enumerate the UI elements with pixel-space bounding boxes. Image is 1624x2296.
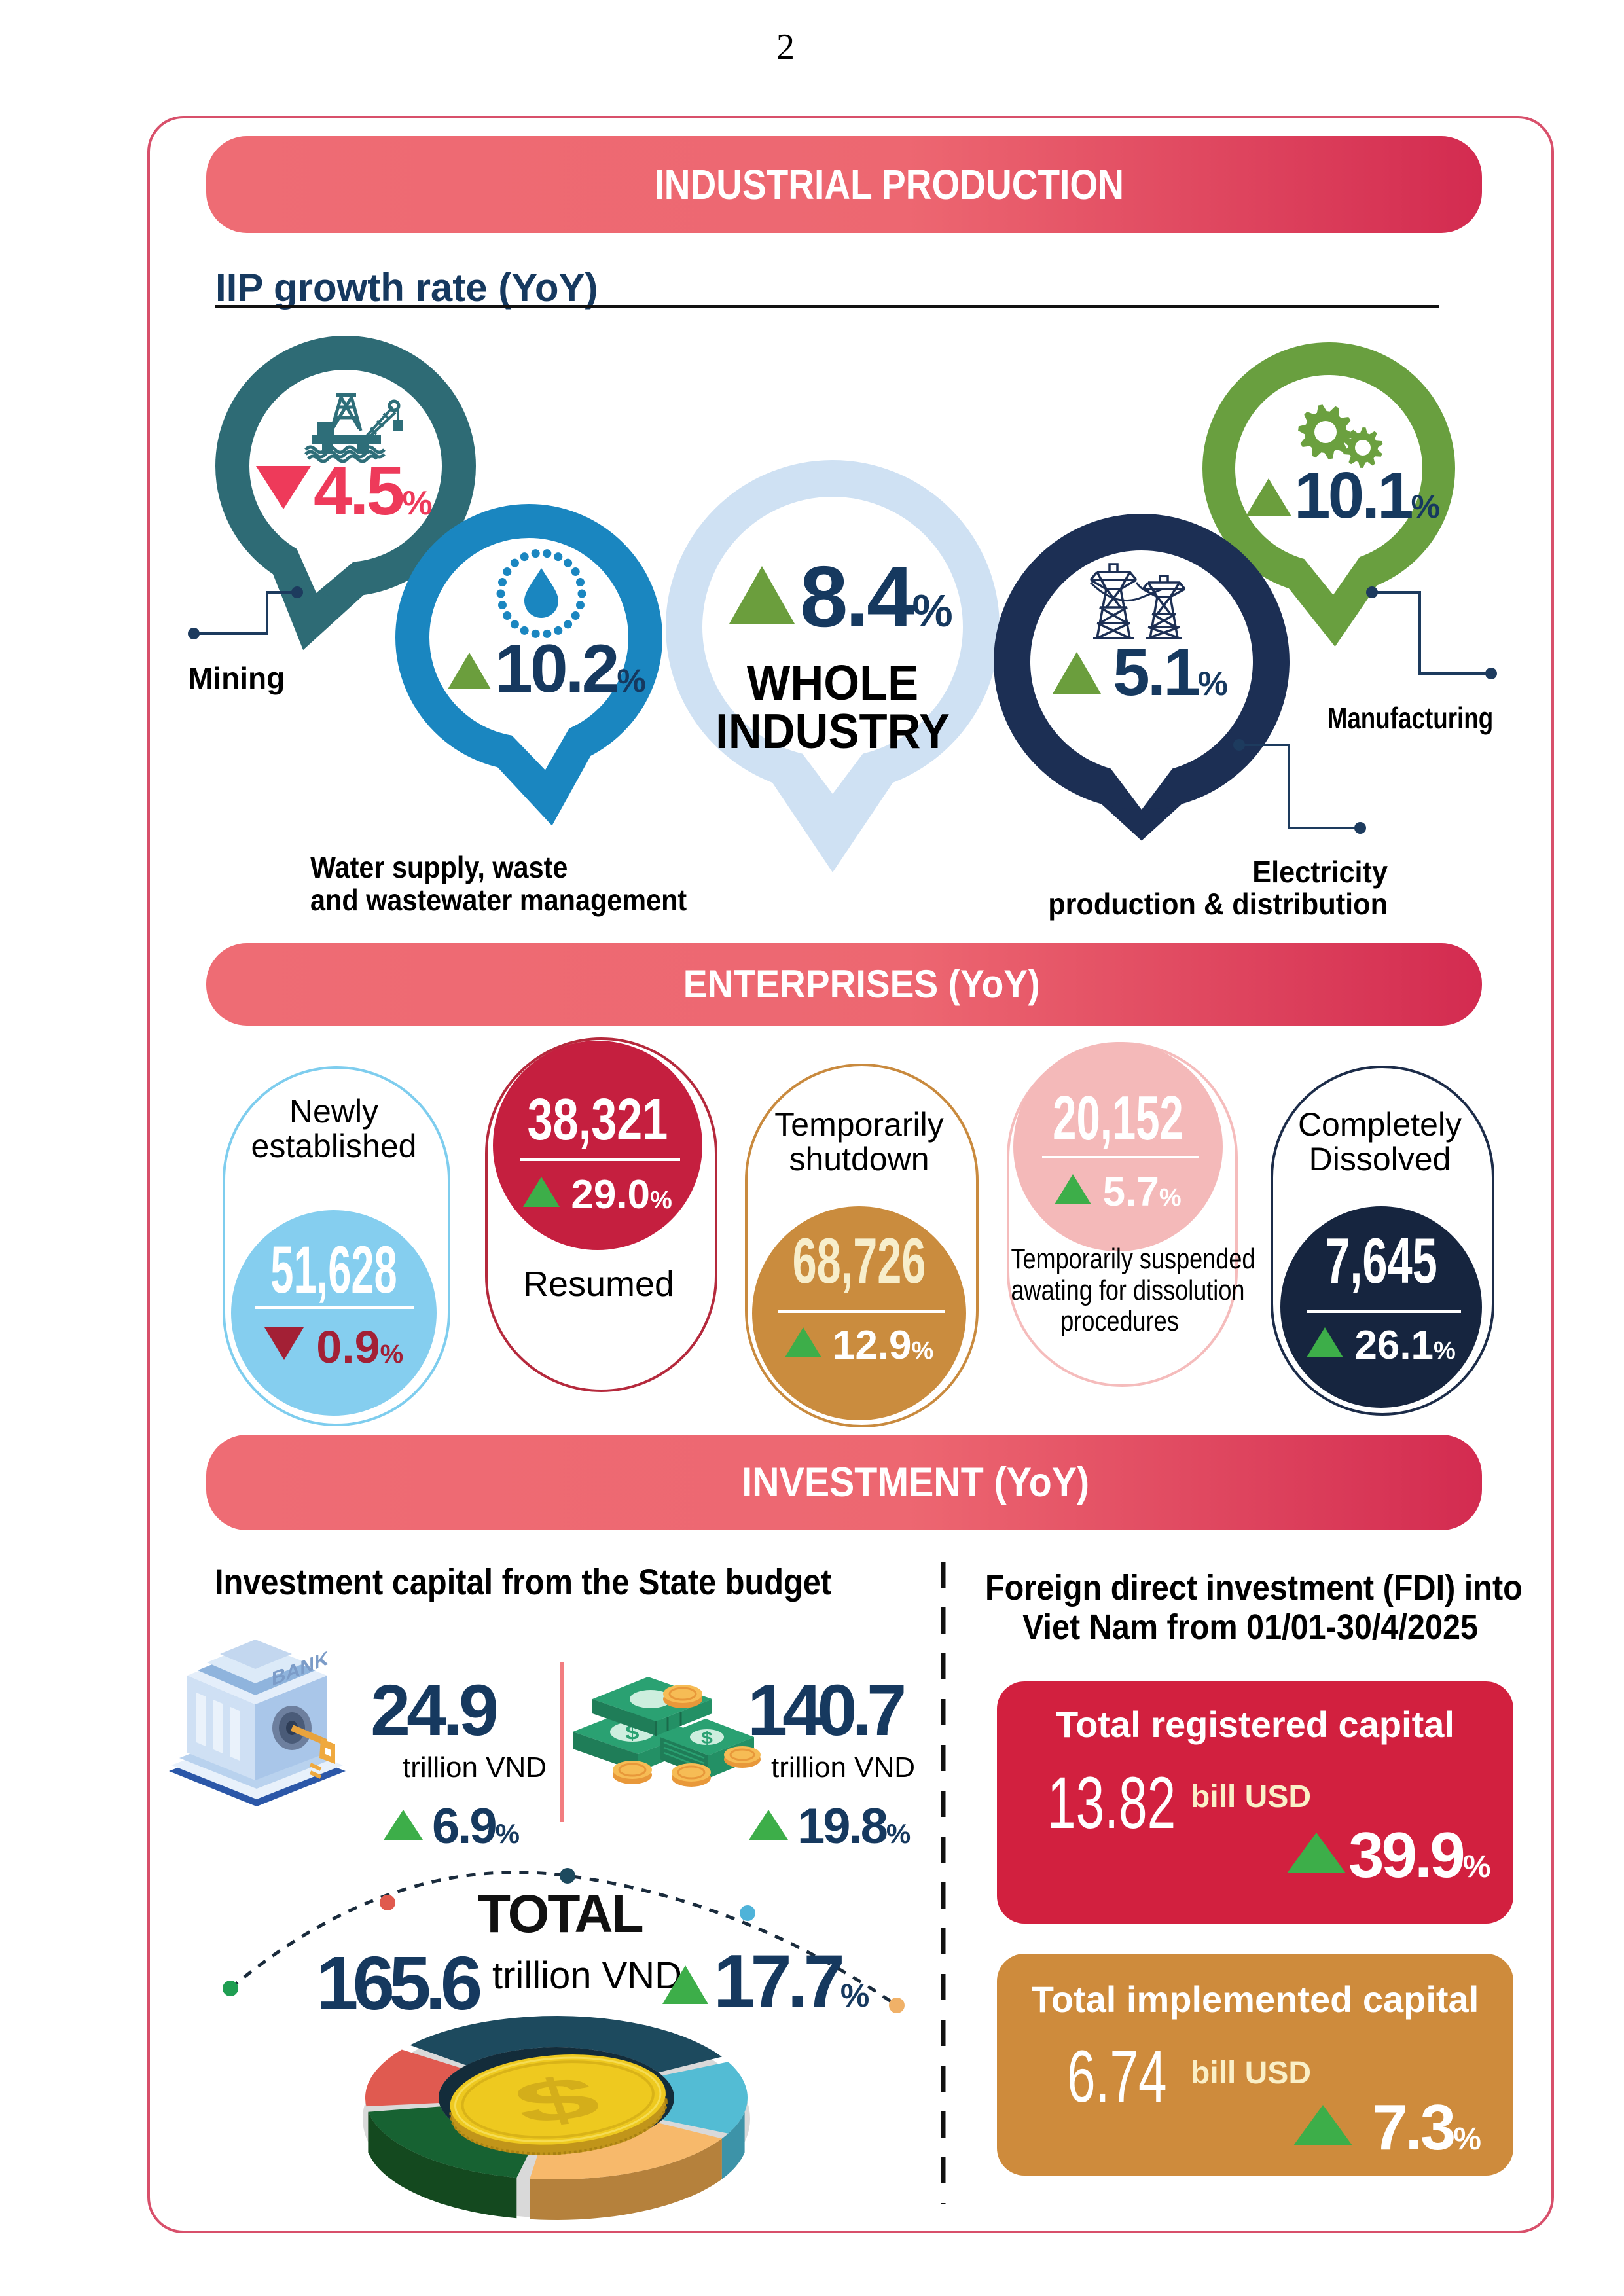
svg-text:$: $ <box>701 1729 713 1748</box>
